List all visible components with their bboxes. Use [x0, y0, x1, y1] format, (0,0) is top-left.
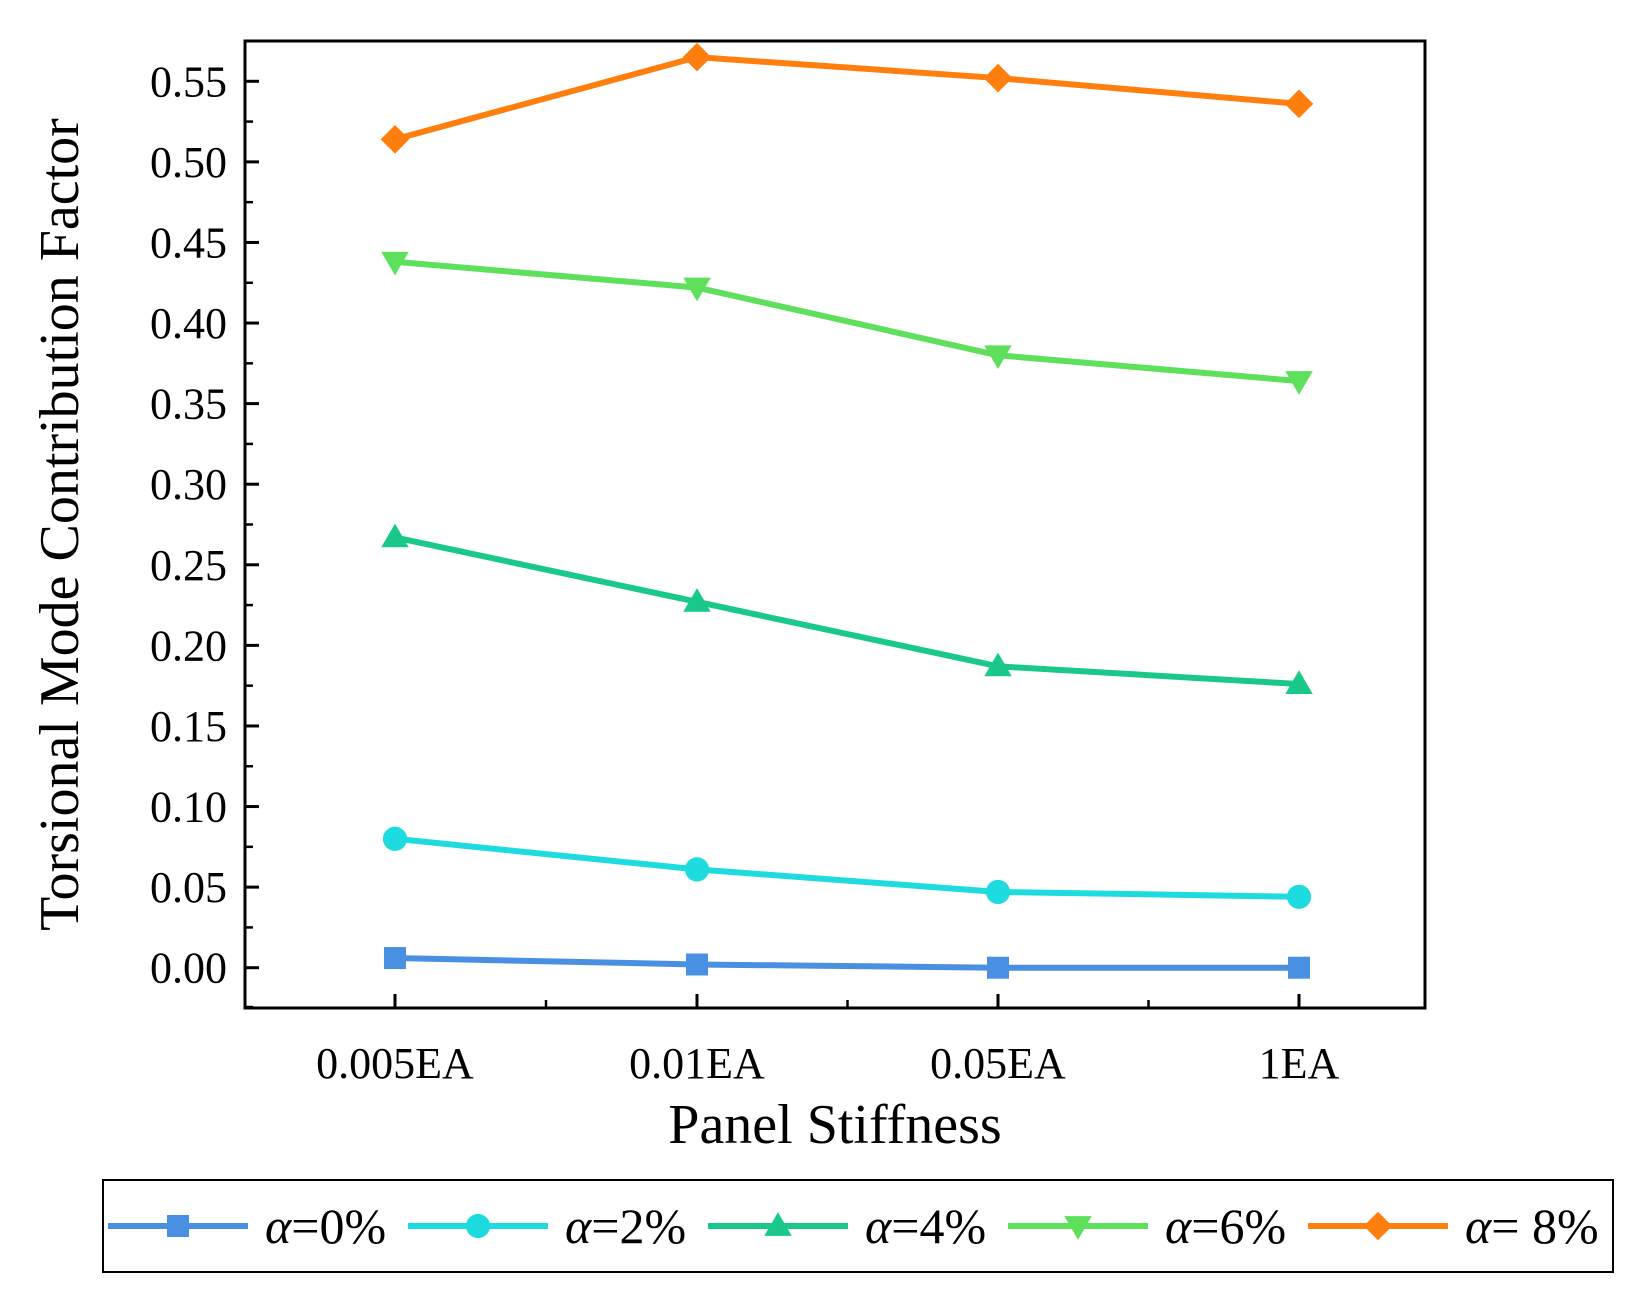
axes-group: 0.00 0.05 0.10 0.15 0.20 0.25 0.30 0.35 0.40 0.45…: [150, 39, 1427, 1088]
data-point: [682, 42, 712, 72]
y-tick-label: 0.20: [150, 621, 227, 670]
data-point: [684, 857, 710, 882]
legend-label: α= 8%: [1465, 1198, 1599, 1254]
data-point: [1284, 89, 1314, 119]
data-point: [1288, 956, 1310, 979]
series-5: [380, 42, 1314, 154]
x-tick-label: 0.005EA: [316, 1039, 474, 1088]
data-point: [983, 63, 1013, 93]
data-point: [1286, 884, 1312, 909]
legend-item: α=0%: [108, 1198, 386, 1254]
y-tick-label: 0.55: [150, 57, 227, 106]
data-point: [984, 345, 1012, 370]
series-1: [384, 947, 1310, 979]
data-point: [1285, 670, 1313, 694]
legend-marker: [1363, 1211, 1393, 1241]
series-group: [380, 42, 1314, 979]
y-tick-label: 0.10: [150, 783, 227, 832]
legend-item: α=4%: [708, 1198, 986, 1254]
data-point: [985, 879, 1011, 905]
legend-marker: [764, 1212, 792, 1236]
data-point: [683, 588, 711, 612]
series-line: [394, 258, 1300, 385]
series-line: [394, 54, 1300, 143]
data-point: [384, 947, 406, 970]
legend-marker: [465, 1213, 491, 1239]
data-point: [1285, 371, 1313, 395]
x-tick-label: 0.05EA: [930, 1039, 1066, 1088]
data-point: [381, 251, 409, 276]
y-tick-label: 0.05: [150, 863, 227, 912]
y-tick-label: 0.25: [150, 541, 227, 590]
x-tick-label: 0.01EA: [629, 1039, 765, 1088]
plot-frame: [243, 39, 1427, 1010]
data-point: [381, 523, 409, 548]
series-4: [381, 251, 1313, 395]
y-tick-label: 0.00: [150, 944, 227, 993]
y-tick-label: 0.35: [150, 380, 227, 429]
y-axis-title: Torsional Mode Contribution Factor: [29, 118, 91, 931]
series-2: [382, 826, 1312, 909]
data-point: [382, 826, 408, 851]
legend-item: α=6%: [1008, 1198, 1286, 1254]
series-3: [381, 523, 1313, 694]
data-point: [686, 953, 708, 976]
y-tick-label: 0.50: [150, 138, 227, 187]
x-axis-title: Panel Stiffness: [668, 1094, 1001, 1156]
legend-label: α=2%: [565, 1198, 686, 1254]
legend-marker: [1064, 1216, 1092, 1240]
series-line: [394, 835, 1300, 900]
y-tick-label: 0.45: [150, 218, 227, 267]
legend-marker: [167, 1215, 189, 1237]
data-point: [987, 956, 1009, 979]
y-tick-label: 0.30: [150, 460, 227, 509]
series-line: [394, 955, 1299, 971]
series-line: [394, 534, 1300, 688]
legend-item: α= 8%: [1308, 1198, 1599, 1254]
data-point: [984, 652, 1012, 677]
legend-item: α=2%: [408, 1198, 686, 1254]
legend-label: α=4%: [865, 1198, 986, 1254]
legend-label: α=6%: [1165, 1198, 1286, 1254]
x-tick-label: 1EA: [1259, 1039, 1340, 1088]
data-point: [683, 277, 711, 302]
data-point: [380, 125, 410, 154]
y-tick-label: 0.15: [150, 702, 227, 751]
legend-label: α=0%: [265, 1198, 386, 1254]
legend: α=0% α=2% α=4% α=6% α= 8%: [102, 1179, 1614, 1273]
y-tick-label: 0.40: [150, 299, 227, 348]
